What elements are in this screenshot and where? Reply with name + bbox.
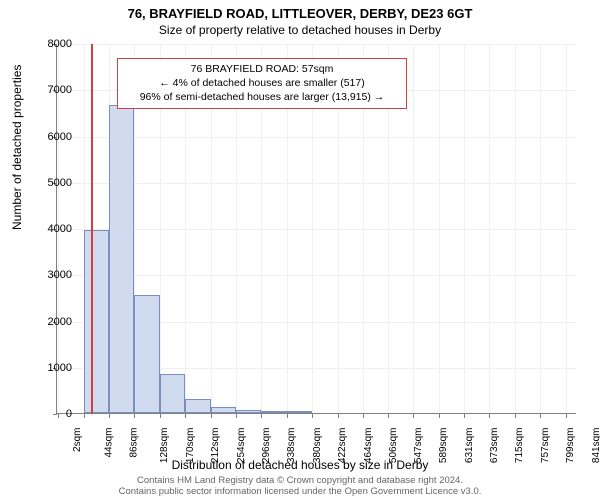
xtick-label: 254sqm <box>236 428 247 464</box>
xtick-label: 547sqm <box>413 428 424 464</box>
footer-line-2: Contains public sector information licen… <box>0 487 600 498</box>
gridline-vertical <box>540 44 541 413</box>
footer-attribution: Contains HM Land Registry data © Crown c… <box>0 476 600 498</box>
xtick-mark <box>109 414 110 418</box>
xtick-mark <box>515 414 516 418</box>
gridline-vertical <box>464 44 465 413</box>
annotation-line: 96% of semi-detached houses are larger (… <box>124 90 400 104</box>
ytick-label: 4000 <box>22 223 72 235</box>
gridline-vertical <box>489 44 490 413</box>
xtick-mark <box>160 414 161 418</box>
histogram-bar <box>261 411 286 413</box>
xtick-label: 44sqm <box>103 428 114 458</box>
xtick-label: 380sqm <box>312 428 323 464</box>
gridline-vertical <box>566 44 567 413</box>
histogram-bar <box>185 399 210 413</box>
xtick-mark <box>489 414 490 418</box>
gridline-vertical <box>413 44 414 413</box>
ytick-label: 1000 <box>22 362 72 374</box>
histogram-bar <box>134 295 159 413</box>
xtick-label: 589sqm <box>438 428 449 464</box>
xtick-mark <box>134 414 135 418</box>
xtick-mark <box>236 414 237 418</box>
xtick-label: 128sqm <box>159 428 170 464</box>
xtick-mark <box>413 414 414 418</box>
xtick-mark <box>388 414 389 418</box>
xtick-label: 841sqm <box>591 428 600 464</box>
xtick-label: 799sqm <box>565 428 576 464</box>
xtick-label: 296sqm <box>261 428 272 464</box>
chart-title-sub: Size of property relative to detached ho… <box>0 21 600 37</box>
xtick-mark <box>566 414 567 418</box>
ytick-label: 7000 <box>22 84 72 96</box>
histogram-bar <box>109 105 134 413</box>
xtick-label: 715sqm <box>514 428 525 464</box>
annotation-line: 76 BRAYFIELD ROAD: 57sqm <box>124 62 400 76</box>
histogram-bar <box>287 411 312 413</box>
ytick-label: 2000 <box>22 316 72 328</box>
xtick-label: 170sqm <box>185 428 196 464</box>
histogram-bar <box>211 407 236 413</box>
ytick-label: 0 <box>22 408 72 420</box>
histogram-bar <box>160 374 185 413</box>
xtick-label: 212sqm <box>210 428 221 464</box>
xtick-mark <box>464 414 465 418</box>
xtick-mark <box>211 414 212 418</box>
xtick-label: 673sqm <box>489 428 500 464</box>
xtick-label: 2sqm <box>72 428 83 452</box>
xtick-mark <box>312 414 313 418</box>
histogram-bar <box>84 230 109 413</box>
xtick-mark <box>287 414 288 418</box>
xtick-label: 464sqm <box>363 428 374 464</box>
xtick-mark <box>363 414 364 418</box>
annotation-box: 76 BRAYFIELD ROAD: 57sqm← 4% of detached… <box>117 58 407 109</box>
xtick-label: 86sqm <box>129 428 140 458</box>
x-axis-label: Distribution of detached houses by size … <box>0 458 600 472</box>
xtick-mark <box>84 414 85 418</box>
xtick-label: 631sqm <box>464 428 475 464</box>
xtick-label: 338sqm <box>286 428 297 464</box>
xtick-mark <box>338 414 339 418</box>
plot-area: 76 BRAYFIELD ROAD: 57sqm← 4% of detached… <box>56 44 576 414</box>
gridline-vertical <box>515 44 516 413</box>
xtick-mark <box>261 414 262 418</box>
gridline-vertical <box>439 44 440 413</box>
xtick-label: 422sqm <box>337 428 348 464</box>
chart-area: 76 BRAYFIELD ROAD: 57sqm← 4% of detached… <box>56 44 576 414</box>
annotation-line: ← 4% of detached houses are smaller (517… <box>124 76 400 90</box>
ytick-label: 3000 <box>22 269 72 281</box>
xtick-label: 506sqm <box>388 428 399 464</box>
histogram-bar <box>236 410 261 413</box>
xtick-label: 757sqm <box>540 428 551 464</box>
xtick-mark <box>185 414 186 418</box>
ytick-label: 5000 <box>22 177 72 189</box>
chart-title-main: 76, BRAYFIELD ROAD, LITTLEOVER, DERBY, D… <box>0 0 600 21</box>
ytick-label: 8000 <box>22 38 72 50</box>
xtick-mark <box>439 414 440 418</box>
ytick-label: 6000 <box>22 131 72 143</box>
xtick-mark <box>540 414 541 418</box>
property-marker-line <box>91 44 93 414</box>
